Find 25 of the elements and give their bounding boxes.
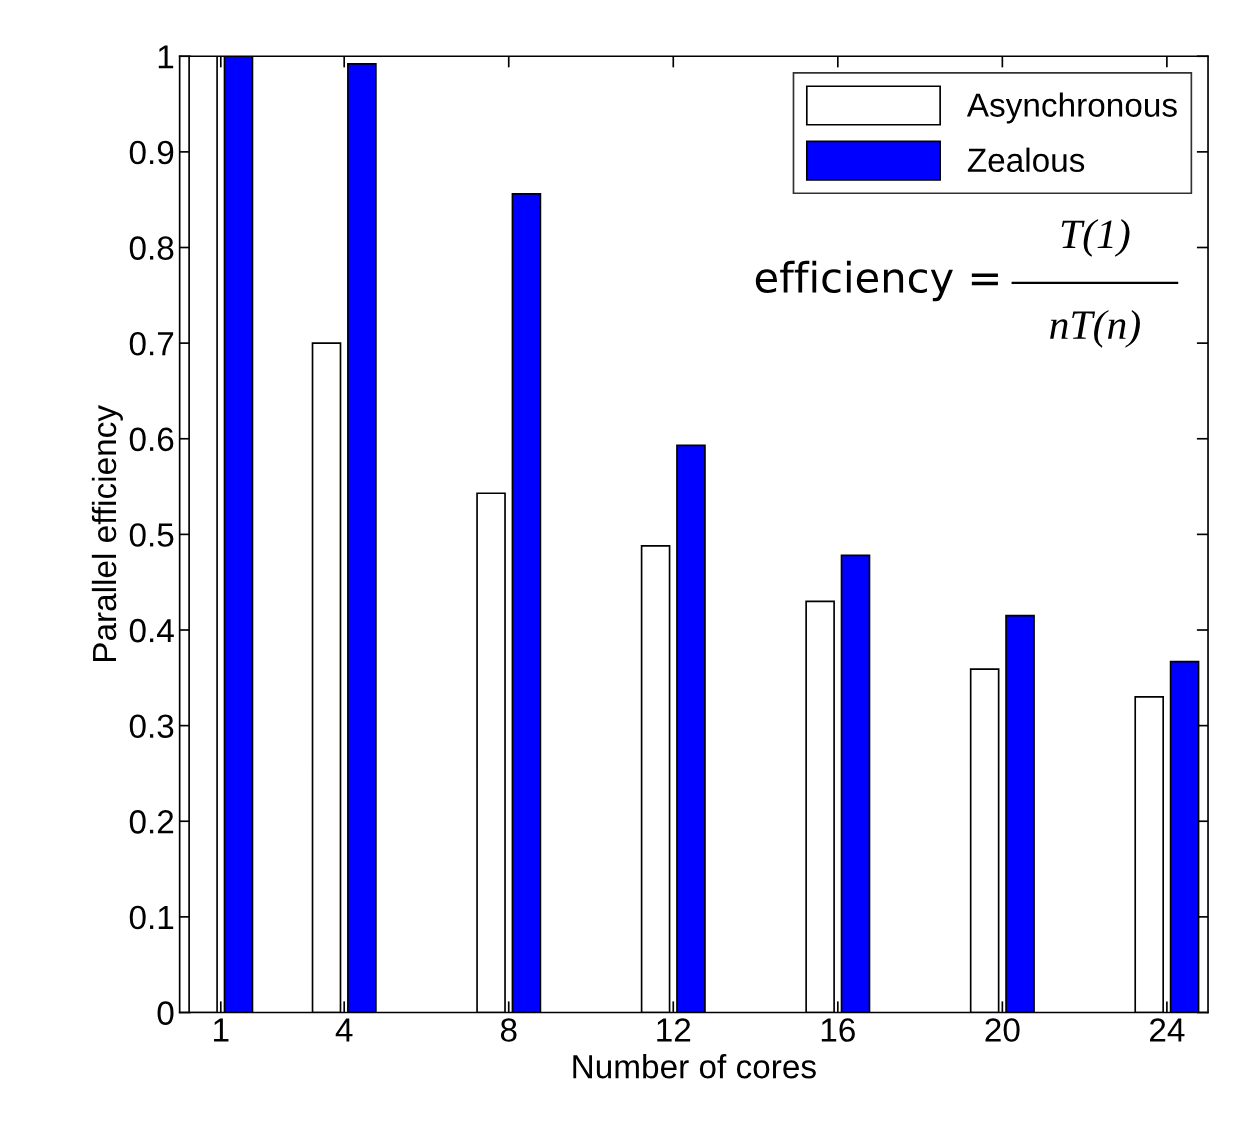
y-tick-label: 0.9 xyxy=(129,140,174,165)
x-tick-label: 1 xyxy=(214,1018,229,1042)
x-tick-label: 24 xyxy=(1150,1018,1185,1042)
y-tick-label: 1 xyxy=(158,45,174,69)
x-axis-title: Number of cores xyxy=(573,1053,816,1079)
y-axis-title: Parallel efficiency xyxy=(91,405,123,662)
legend-label: Zealous xyxy=(967,147,1085,173)
x-tick-label: 4 xyxy=(335,1018,353,1042)
y-tick-label: 0.4 xyxy=(129,618,174,643)
y-tick-label: 0.5 xyxy=(129,523,174,547)
y-tick-label: 0.1 xyxy=(129,905,174,930)
y-tick-label: 0.2 xyxy=(129,810,174,834)
annotation: T(1) xyxy=(1061,219,1130,257)
y-tick-label: 0.6 xyxy=(129,427,174,452)
annotation: efficiency = xyxy=(755,260,998,302)
legend-label: Asynchronous xyxy=(966,92,1177,124)
y-tick-label: 0 xyxy=(157,1001,174,1025)
x-tick-label: 20 xyxy=(985,1018,1020,1042)
annotation: nT(n) xyxy=(1050,309,1140,348)
x-tick-label: 12 xyxy=(657,1018,691,1042)
y-tick-label: 0.3 xyxy=(129,714,174,739)
y-tick-label: 0.8 xyxy=(129,236,174,260)
y-tick-label: 0.7 xyxy=(129,331,174,356)
x-tick-label: 8 xyxy=(500,1018,517,1042)
x-tick-label: 16 xyxy=(821,1018,855,1042)
